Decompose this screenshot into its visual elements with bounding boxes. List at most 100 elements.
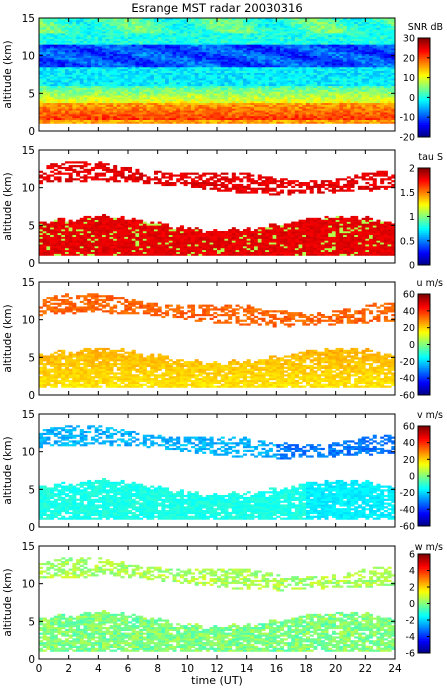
colorbar-segment bbox=[418, 236, 430, 240]
colorbar-segment bbox=[418, 317, 430, 320]
heatmap-w bbox=[39, 557, 396, 652]
colorbar-tick-label: -2 bbox=[406, 616, 415, 627]
colorbar-frame bbox=[417, 37, 431, 138]
colorbar-segment bbox=[418, 471, 430, 475]
colorbar-segment bbox=[418, 624, 430, 627]
colorbar-segment bbox=[418, 186, 430, 189]
colorbar-segment bbox=[418, 426, 430, 429]
colorbar-segment bbox=[418, 180, 430, 183]
colorbar-segment bbox=[418, 124, 430, 128]
colorbar-segment bbox=[418, 54, 430, 57]
colorbar-segment bbox=[418, 64, 430, 68]
heatmap-v bbox=[39, 425, 396, 520]
colorbar-segment bbox=[418, 457, 430, 460]
colorbar-segment bbox=[418, 478, 430, 481]
colorbar-segment bbox=[418, 333, 430, 337]
colorbar-segment bbox=[418, 89, 430, 93]
colorbar-segment bbox=[418, 85, 430, 88]
colorbar-segment bbox=[418, 130, 430, 134]
colorbar-segment bbox=[418, 319, 430, 322]
colorbar-segment bbox=[418, 238, 430, 242]
colorbar-segment bbox=[418, 218, 430, 221]
colorbar-w: -6 -4 -2 0 2 4 6w m/s bbox=[406, 542, 444, 660]
colorbar-segment bbox=[418, 226, 430, 230]
colorbar-segment bbox=[418, 392, 430, 396]
colorbar-segment bbox=[418, 40, 430, 43]
y-tick-label: 0 bbox=[28, 654, 35, 666]
colorbar-segment bbox=[418, 628, 430, 631]
colorbar-tick-label: -20 bbox=[399, 133, 415, 144]
colorbar-segment bbox=[418, 451, 430, 454]
colorbar-segment bbox=[418, 188, 430, 191]
colorbar-segment bbox=[418, 346, 430, 350]
colorbar-segment bbox=[418, 509, 430, 512]
heatmap-u bbox=[39, 293, 396, 388]
colorbar-segment bbox=[418, 388, 430, 392]
colorbar-segment bbox=[418, 390, 430, 394]
colorbar-segment bbox=[418, 99, 430, 103]
colorbar-segment bbox=[418, 455, 430, 458]
colorbar-segment bbox=[418, 632, 430, 635]
colorbar-segment bbox=[418, 71, 430, 74]
colorbar-segment bbox=[418, 480, 430, 483]
colorbar-segment bbox=[418, 312, 430, 316]
colorbar-segment bbox=[418, 378, 430, 381]
x-tick-label: 18 bbox=[299, 663, 312, 675]
colorbar-segment bbox=[418, 440, 430, 444]
colorbar-segment bbox=[418, 306, 430, 310]
colorbar-segment bbox=[418, 642, 430, 646]
colorbar-tick-label: 4 bbox=[409, 566, 415, 577]
colorbar-segment bbox=[418, 260, 430, 264]
colorbar-segment bbox=[418, 192, 430, 195]
colorbar-segment bbox=[418, 50, 430, 53]
colorbar-segment bbox=[418, 620, 430, 623]
colorbar-segment bbox=[418, 118, 430, 121]
x-tick-label: 20 bbox=[329, 663, 342, 675]
colorbar-segment bbox=[418, 254, 430, 258]
colorbar-segment bbox=[418, 184, 430, 187]
y-tick-label: 10 bbox=[22, 51, 35, 63]
colorbar-segment bbox=[418, 446, 430, 450]
colorbar-segment bbox=[418, 244, 430, 248]
colorbar-segment bbox=[418, 371, 430, 375]
y-tick-label: 10 bbox=[22, 183, 35, 195]
colorbar-segment bbox=[418, 262, 430, 266]
colorbar-segment bbox=[418, 523, 430, 527]
y-tick-label: 0 bbox=[28, 522, 35, 534]
colorbar-tick-label: 60 bbox=[403, 290, 415, 301]
colorbar-tick-label: 1 bbox=[409, 212, 415, 223]
x-tick-label: 24 bbox=[388, 663, 402, 675]
colorbar-segment bbox=[418, 630, 430, 633]
x-tick-label: 16 bbox=[270, 663, 284, 675]
colorbar-segment bbox=[418, 558, 430, 561]
colorbar-segment bbox=[418, 488, 430, 491]
colorbar-segment bbox=[418, 206, 430, 209]
colorbar-tick-label: 1.5 bbox=[400, 188, 415, 199]
colorbar-segment bbox=[418, 615, 430, 619]
colorbar-segment bbox=[418, 300, 430, 303]
colorbar-segment bbox=[418, 315, 430, 318]
colorbar-tick-label: 40 bbox=[403, 306, 415, 317]
colorbar-segment bbox=[418, 646, 430, 650]
colorbar-segment bbox=[418, 469, 430, 473]
colorbar-segment bbox=[418, 570, 430, 573]
colorbar-tick-label: 20 bbox=[403, 323, 415, 334]
colorbar-segment bbox=[418, 200, 430, 203]
colorbar-segment bbox=[418, 114, 430, 117]
colorbar-segment bbox=[418, 230, 430, 234]
colorbar-segment bbox=[418, 591, 430, 594]
colorbar-segment bbox=[418, 521, 430, 525]
colorbar-v: -60 -40 -20 0 20 40 60v m/s bbox=[399, 410, 443, 533]
colorbar-segment bbox=[418, 601, 430, 604]
colorbar-segment bbox=[418, 554, 430, 557]
colorbar-segment bbox=[418, 609, 430, 613]
colorbar-segment bbox=[418, 438, 430, 441]
colorbar-u: -60 -40 -20 0 20 40 60u m/s bbox=[399, 278, 443, 402]
colorbar-segment bbox=[418, 48, 430, 51]
colorbar-tick-label: 60 bbox=[403, 422, 415, 433]
colorbar-segment bbox=[418, 484, 430, 487]
colorbar-segment bbox=[418, 507, 430, 510]
colorbar-segment bbox=[418, 515, 430, 519]
colorbar-segment bbox=[418, 348, 430, 352]
